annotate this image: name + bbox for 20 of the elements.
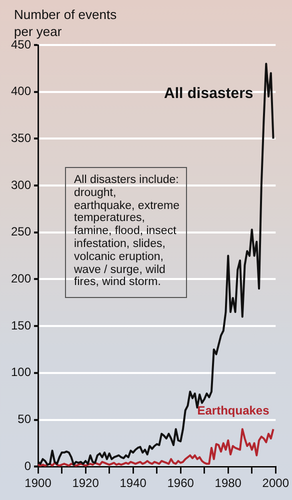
- x-tick-label: 1920: [72, 476, 100, 490]
- y-tick-label: 100: [10, 365, 32, 380]
- x-tick-label: 1900: [24, 476, 52, 490]
- series-label: All disasters: [164, 84, 254, 102]
- y-tick-label: 50: [18, 412, 32, 426]
- y-tick-label: 350: [10, 131, 32, 145]
- y-tick-label: 400: [10, 84, 32, 98]
- x-tick-label: 1940: [120, 476, 147, 490]
- y-axis-title: Number of events per year: [14, 6, 118, 40]
- y-tick-label: 200: [10, 272, 32, 286]
- text: All disasters include: drought, earthquake, extreme temperatures, famine, flood, insect infestation, slides, volcanic eruption, wave / surge, wild fires, wind storm.: [74, 174, 180, 288]
- x-tick-label: 1980: [214, 476, 242, 490]
- y-tick-label: 0: [24, 458, 32, 473]
- x-tick-label: 1960: [167, 476, 194, 490]
- y-tick-label: 450: [10, 37, 32, 52]
- x-tick-label: 2000: [262, 476, 290, 490]
- y-tick-label: 300: [10, 178, 32, 192]
- y-tick-label: 250: [10, 224, 32, 239]
- y-tick-label: 150: [10, 318, 32, 332]
- series-label: Earthquakes: [197, 403, 270, 418]
